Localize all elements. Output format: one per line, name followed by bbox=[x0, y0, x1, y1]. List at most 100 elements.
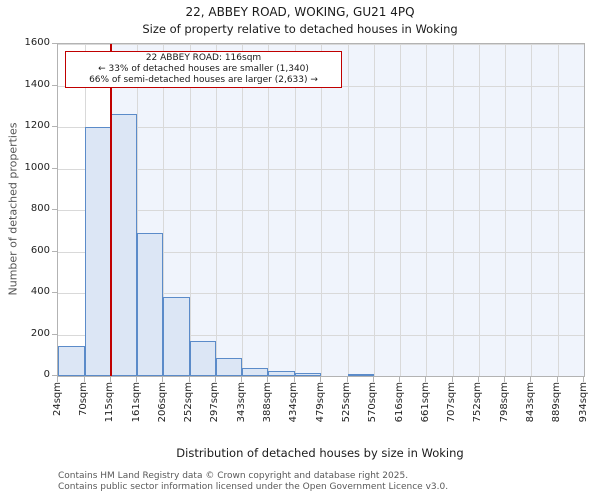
vertical-gridline bbox=[373, 44, 375, 376]
vertical-gridline bbox=[347, 44, 349, 376]
x-tick-mark bbox=[136, 377, 138, 382]
chart-title: 22, ABBEY ROAD, WOKING, GU21 4PQ bbox=[185, 5, 415, 19]
y-tick-label: 1600 bbox=[24, 37, 50, 48]
histogram-bar bbox=[84, 127, 111, 376]
vertical-gridline bbox=[531, 44, 533, 376]
x-tick-label: 889sqm bbox=[551, 382, 563, 423]
x-tick-mark bbox=[109, 377, 111, 382]
vertical-gridline bbox=[242, 44, 244, 376]
vertical-gridline bbox=[294, 44, 296, 376]
vertical-gridline bbox=[400, 44, 402, 376]
y-tick-label: 600 bbox=[30, 244, 50, 256]
x-tick-label: 24sqm bbox=[51, 382, 63, 417]
vertical-gridline bbox=[426, 44, 428, 376]
property-size-marker-line bbox=[110, 44, 113, 376]
vertical-gridline bbox=[452, 44, 454, 376]
x-tick-mark bbox=[530, 377, 532, 382]
x-tick-mark bbox=[293, 377, 295, 382]
y-tick-mark bbox=[52, 167, 57, 169]
footer-attribution-line2: Contains public sector information licen… bbox=[58, 482, 449, 492]
x-tick-label: 297sqm bbox=[209, 382, 221, 423]
y-tick-label: 800 bbox=[30, 203, 50, 214]
x-tick-mark bbox=[57, 377, 58, 382]
vertical-gridline bbox=[505, 44, 507, 376]
x-tick-label: 798sqm bbox=[498, 382, 510, 423]
y-tick-mark bbox=[52, 292, 57, 293]
y-tick-mark bbox=[52, 333, 57, 335]
x-tick-label: 343sqm bbox=[235, 382, 247, 423]
x-tick-label: 707sqm bbox=[446, 382, 458, 423]
chart-subtitle: Size of property relative to detached ho… bbox=[142, 22, 458, 36]
histogram-bar bbox=[189, 340, 216, 376]
y-tick-mark bbox=[52, 43, 57, 44]
vertical-gridline bbox=[163, 44, 165, 376]
x-tick-mark bbox=[556, 377, 558, 382]
x-tick-mark bbox=[320, 377, 321, 382]
x-tick-label: 616sqm bbox=[393, 382, 405, 423]
x-tick-label: 70sqm bbox=[78, 382, 90, 417]
histogram-bar bbox=[268, 371, 295, 376]
x-tick-mark bbox=[425, 377, 427, 382]
x-tick-mark bbox=[267, 377, 269, 382]
x-tick-label: 161sqm bbox=[130, 382, 142, 423]
y-tick-label: 1000 bbox=[24, 161, 50, 173]
y-tick-mark bbox=[52, 209, 57, 210]
x-tick-mark bbox=[372, 377, 374, 382]
x-tick-mark bbox=[346, 377, 348, 382]
x-tick-label: 434sqm bbox=[288, 382, 300, 423]
vertical-gridline bbox=[268, 44, 270, 376]
histogram-bar bbox=[110, 113, 138, 376]
x-tick-label: 115sqm bbox=[104, 382, 116, 423]
y-tick-mark bbox=[52, 126, 57, 127]
x-tick-label: 752sqm bbox=[472, 382, 484, 423]
histogram-bar bbox=[294, 372, 321, 376]
x-tick-label: 252sqm bbox=[183, 382, 195, 423]
x-tick-label: 479sqm bbox=[314, 382, 326, 423]
x-tick-mark bbox=[583, 377, 584, 382]
x-tick-label: 388sqm bbox=[261, 382, 273, 423]
y-tick-label: 200 bbox=[30, 327, 50, 339]
footer-attribution-line1: Contains HM Land Registry data © Crown c… bbox=[58, 471, 409, 481]
x-tick-mark bbox=[504, 377, 506, 382]
histogram-bar bbox=[347, 373, 374, 376]
y-tick-label: 1200 bbox=[24, 120, 50, 131]
y-tick-mark bbox=[52, 375, 57, 376]
x-tick-label: 206sqm bbox=[156, 382, 168, 423]
x-axis-title: Distribution of detached houses by size … bbox=[176, 446, 464, 460]
x-tick-label: 570sqm bbox=[367, 382, 379, 423]
x-tick-label: 525sqm bbox=[341, 382, 353, 423]
y-tick-label: 0 bbox=[43, 369, 50, 380]
histogram-bar bbox=[163, 297, 190, 376]
annotation-smaller-stat: ← 33% of detached houses are smaller (1,… bbox=[98, 64, 309, 75]
vertical-gridline bbox=[557, 44, 559, 376]
x-tick-mark bbox=[399, 377, 401, 382]
x-tick-mark bbox=[214, 377, 216, 382]
plot-area bbox=[57, 43, 585, 377]
histogram-bar bbox=[215, 357, 243, 376]
marker-annotation-box: 22 ABBEY ROAD: 116sqm ← 33% of detached … bbox=[65, 51, 342, 88]
x-tick-mark bbox=[477, 377, 479, 382]
x-tick-mark bbox=[162, 377, 164, 382]
y-tick-label: 400 bbox=[30, 286, 50, 297]
histogram-bar bbox=[58, 345, 85, 376]
x-tick-label: 843sqm bbox=[524, 382, 536, 423]
histogram-bar bbox=[242, 368, 269, 376]
x-tick-label: 661sqm bbox=[419, 382, 431, 423]
y-tick-mark bbox=[52, 250, 57, 252]
vertical-gridline bbox=[189, 44, 191, 376]
vertical-gridline bbox=[137, 44, 139, 376]
vertical-gridline bbox=[215, 44, 217, 376]
histogram-bar bbox=[137, 232, 164, 376]
x-tick-mark bbox=[188, 377, 190, 382]
y-tick-label: 1400 bbox=[24, 78, 50, 90]
annotation-property-label: 22 ABBEY ROAD: 116sqm bbox=[145, 53, 262, 63]
x-tick-mark bbox=[451, 377, 453, 382]
x-tick-mark bbox=[241, 377, 243, 382]
vertical-gridline bbox=[321, 44, 322, 376]
x-tick-label: 934sqm bbox=[577, 382, 589, 423]
x-tick-mark bbox=[83, 377, 85, 382]
annotation-larger-stat: 66% of semi-detached houses are larger (… bbox=[89, 75, 318, 86]
y-tick-mark bbox=[52, 84, 57, 86]
vertical-gridline bbox=[478, 44, 480, 376]
